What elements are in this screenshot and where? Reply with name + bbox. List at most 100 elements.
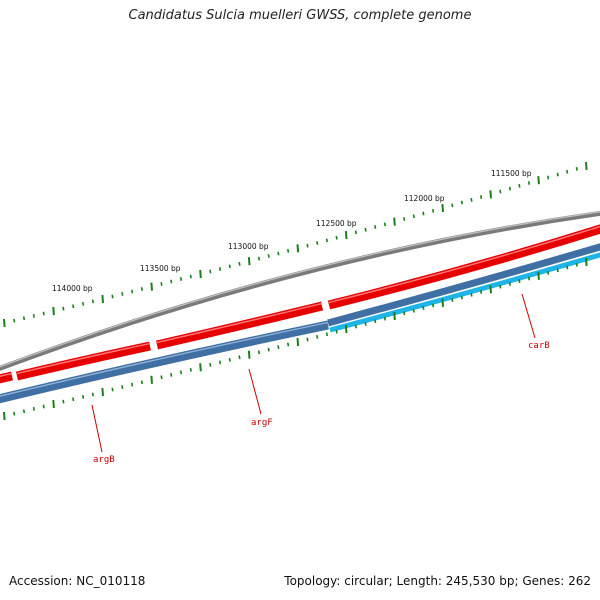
inner-major-tick — [441, 298, 444, 307]
forward-gene-2[interactable] — [15, 341, 151, 381]
inner-major-tick — [199, 363, 202, 372]
outer-minor-tick — [42, 311, 45, 316]
outer-minor-tick — [335, 235, 338, 240]
outer-minor-tick — [374, 225, 377, 229]
inner-minor-tick — [13, 411, 16, 416]
outer-minor-tick — [547, 175, 550, 180]
outer-minor-tick — [470, 197, 473, 202]
outer-minor-tick — [451, 203, 454, 208]
outer-minor-tick — [267, 254, 270, 258]
inner-minor-tick — [470, 292, 473, 297]
genome-backbone — [0, 210, 600, 371]
inner-minor-tick — [547, 271, 550, 275]
inner-minor-tick — [325, 332, 328, 337]
outer-minor-tick — [257, 256, 261, 261]
map-title: Candidatus Sulcia muelleri GWSS, complet… — [128, 8, 472, 23]
inner-major-tick — [393, 311, 396, 321]
inner-minor-tick — [335, 329, 338, 334]
outer-minor-tick — [316, 241, 319, 245]
inner-minor-tick — [32, 406, 35, 411]
outer-minor-tick — [518, 183, 521, 188]
outer-major-tick — [199, 269, 202, 279]
outer-minor-tick — [575, 166, 578, 171]
forward-gene-1[interactable] — [0, 371, 13, 384]
outer-minor-tick — [140, 287, 143, 291]
outer-minor-tick — [422, 211, 425, 216]
inner-minor-tick — [412, 308, 415, 313]
inner-minor-tick — [218, 360, 222, 365]
outer-minor-tick — [527, 181, 531, 185]
inner-minor-tick — [287, 342, 290, 347]
inner-major-tick — [247, 350, 251, 359]
outer-minor-tick — [228, 264, 231, 269]
inner-minor-tick — [527, 276, 531, 281]
scale-label-111500: 111500 bp — [491, 169, 532, 178]
gene-label-argB[interactable]: argB — [93, 455, 115, 465]
outer-major-tick — [150, 282, 153, 291]
outer-minor-tick — [179, 277, 183, 281]
outer-major-tick — [585, 161, 588, 171]
scale-label-114000: 114000 bp — [52, 284, 93, 293]
inner-minor-tick — [170, 372, 173, 377]
outer-minor-tick — [62, 306, 65, 311]
outer-minor-tick — [354, 230, 357, 235]
outer-minor-tick — [91, 299, 94, 304]
outer-minor-tick — [13, 318, 16, 323]
inner-minor-tick — [140, 380, 143, 385]
outer-minor-tick — [432, 208, 435, 213]
inner-minor-tick — [575, 262, 578, 267]
gene-label-argF[interactable]: argF — [251, 418, 273, 428]
inner-minor-tick — [238, 355, 241, 360]
outer-minor-tick — [82, 301, 85, 306]
forward-gene-3[interactable] — [155, 301, 324, 350]
inner-major-tick — [296, 337, 300, 347]
reverse-gene-carB[interactable] — [329, 252, 600, 333]
outer-minor-tick — [22, 316, 26, 321]
carB-leader — [521, 293, 536, 339]
inner-minor-tick — [62, 399, 65, 404]
outer-minor-tick — [170, 279, 173, 284]
inner-minor-tick — [460, 295, 463, 300]
inner-minor-tick — [42, 404, 45, 409]
outer-minor-tick — [32, 313, 35, 318]
outer-minor-tick — [383, 222, 386, 227]
inner-minor-tick — [72, 397, 75, 402]
scale-label-112500: 112500 bp — [316, 219, 357, 228]
reverse-gene-argB-argF[interactable] — [0, 320, 329, 404]
outer-major-tick — [344, 231, 348, 240]
outer-minor-tick — [209, 269, 212, 274]
reverse-strand-genes — [0, 243, 600, 404]
inner-minor-tick — [499, 284, 502, 289]
inner-minor-tick — [480, 290, 483, 294]
outer-major-tick — [52, 307, 55, 316]
genome-backbone-highlight — [0, 211, 600, 368]
outer-major-tick — [296, 244, 300, 253]
inner-minor-tick — [566, 265, 569, 270]
outer-minor-tick — [325, 238, 328, 243]
argF-leader — [248, 368, 262, 415]
outer-minor-tick — [499, 189, 502, 194]
inner-major-tick — [3, 411, 6, 421]
inner-minor-tick — [277, 345, 280, 350]
gene-label-carB[interactable]: carB — [528, 341, 550, 351]
inner-minor-tick — [209, 362, 212, 367]
inner-minor-tick — [518, 279, 521, 284]
forward-gene-4[interactable] — [327, 224, 600, 310]
inner-minor-tick — [556, 268, 559, 273]
forward-strand-genes — [0, 224, 600, 384]
outer-minor-tick — [111, 294, 114, 299]
inner-minor-tick — [160, 375, 163, 380]
outer-major-tick — [247, 257, 251, 266]
inner-minor-tick — [432, 303, 435, 308]
outer-minor-tick — [121, 292, 124, 296]
outer-minor-tick — [160, 282, 163, 286]
outer-minor-tick — [218, 267, 222, 271]
inner-scale-ticks — [3, 257, 588, 421]
inner-minor-tick — [91, 392, 94, 397]
outer-minor-tick — [556, 172, 559, 177]
inner-minor-tick — [508, 282, 511, 286]
reverse-gene-carB-dark[interactable] — [327, 243, 600, 327]
outer-minor-tick — [412, 214, 415, 219]
inner-major-tick — [585, 257, 588, 267]
